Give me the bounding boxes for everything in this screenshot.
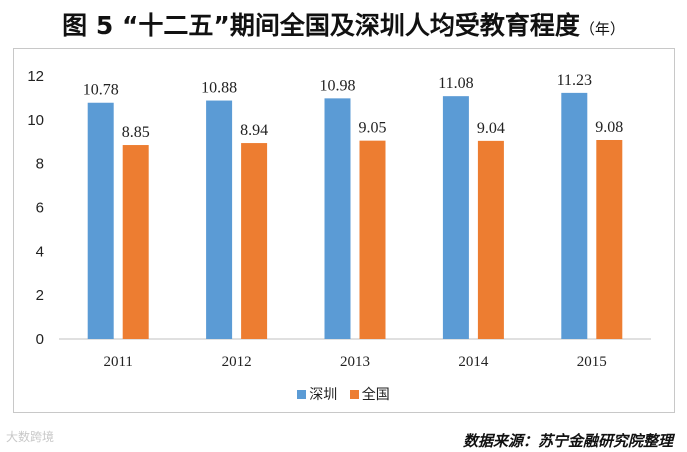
data-label: 11.08 [438, 75, 473, 92]
bar-national-2011 [122, 145, 149, 339]
x-tick-label: 2015 [577, 354, 607, 370]
data-label: 11.23 [557, 72, 592, 89]
legend-item-shenzhen: 深圳 [297, 384, 337, 404]
y-tick-label: 8 [36, 156, 44, 173]
x-tick-label: 2013 [340, 354, 370, 370]
chart-title-main: 图 5 “十二五”期间全国及深圳人均受教育程度 [62, 11, 580, 40]
chart-frame [13, 48, 675, 413]
data-label: 9.04 [477, 120, 505, 137]
bar-shenzhen-2012 [206, 100, 233, 340]
watermark: 大数跨境 [6, 430, 55, 444]
x-tick-label: 2012 [222, 354, 252, 370]
bar-national-2012 [241, 143, 268, 339]
legend-swatch-shenzhen [297, 390, 307, 399]
data-label: 10.98 [320, 77, 356, 94]
legend-label-shenzhen: 深圳 [309, 387, 338, 403]
source-note: 数据来源：苏宁金融研究院整理 [462, 432, 673, 450]
y-tick-label: 6 [36, 200, 44, 217]
x-tick-label: 2011 [103, 354, 132, 370]
data-label: 10.78 [83, 82, 119, 99]
bar-national-2015 [596, 139, 623, 339]
legend-label-national: 全国 [361, 387, 390, 403]
y-tick-label: 4 [36, 243, 44, 260]
data-label: 9.05 [359, 120, 387, 137]
bar-national-2013 [359, 140, 386, 339]
bar-national-2014 [477, 140, 504, 339]
bar-shenzhen-2011 [87, 102, 114, 339]
bar-shenzhen-2014 [442, 96, 469, 339]
legend-swatch-national [349, 390, 359, 399]
data-label: 10.88 [201, 80, 237, 97]
data-label: 9.08 [595, 119, 623, 136]
legend: 深圳 全国 [0, 384, 687, 404]
legend-item-national: 全国 [349, 384, 390, 404]
bar-shenzhen-2015 [561, 92, 588, 340]
y-tick-label: 12 [27, 68, 44, 85]
chart-title-unit: （年） [579, 20, 625, 38]
data-label: 8.85 [122, 124, 150, 141]
bar-shenzhen-2013 [324, 98, 351, 339]
x-tick-label: 2014 [458, 354, 489, 370]
y-tick-label: 2 [36, 287, 44, 304]
data-label: 8.94 [240, 122, 268, 139]
y-tick-label: 0 [36, 331, 44, 348]
chart-title: 图 5 “十二五”期间全国及深圳人均受教育程度（年） [0, 6, 687, 42]
y-tick-label: 10 [27, 112, 44, 129]
